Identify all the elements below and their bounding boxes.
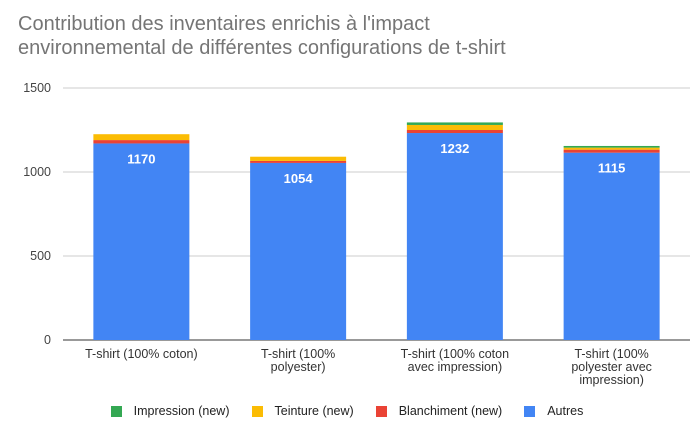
legend-label: Teinture (new)	[274, 404, 354, 418]
y-tick-label: 0	[44, 333, 51, 347]
chart-title-line-2: environnemental de différentes configura…	[18, 37, 506, 59]
legend-swatch	[251, 405, 263, 417]
bar-segment-teinture-new	[563, 147, 660, 150]
x-tick-label: polyester)	[271, 360, 326, 374]
bar-segment-blanchiment-new	[563, 149, 660, 153]
y-tick-label: 1500	[23, 81, 51, 95]
data-label: 1232	[440, 141, 469, 156]
chart-title: Contribution des inventaires enrichis à …	[18, 12, 678, 60]
stacked-bar-chart: 0 500 1000 1500 1170 T-shirt (100% coton) 1054…	[23, 81, 690, 387]
data-label: 1170	[127, 151, 155, 166]
x-tick-label: T-shirt (100% coton)	[85, 347, 198, 361]
bar-segment-teinture-new	[406, 124, 503, 130]
chart-title-line-1: Contribution des inventaires enrichis à …	[18, 13, 430, 35]
bar-segment-autres	[250, 162, 347, 340]
y-tick-label: 1000	[23, 165, 51, 179]
bar-segment-blanchiment-new	[250, 160, 347, 163]
legend-swatch	[375, 405, 387, 417]
legend-label: Impression (new)	[133, 404, 230, 418]
legend-swatch	[110, 405, 122, 417]
bar-segment-blanchiment-new	[93, 140, 190, 144]
x-tick-label: T-shirt (100%	[574, 347, 648, 361]
bar-segment-autres	[406, 133, 503, 340]
bar-segment-autres	[563, 152, 660, 340]
data-label: 1115	[598, 161, 626, 176]
legend-item: Teinture (new)	[251, 404, 354, 418]
x-tick-label: impression)	[579, 373, 644, 387]
y-tick-label: 500	[30, 249, 51, 263]
data-label: 1054	[284, 171, 314, 186]
legend-label: Autres	[547, 404, 584, 418]
legend-swatch	[524, 405, 536, 417]
legend-item: Blanchiment (new)	[375, 404, 503, 418]
x-tick-label: T-shirt (100%	[261, 347, 335, 361]
legend-item: Autres	[524, 404, 583, 418]
bar-segment-blanchiment-new	[406, 130, 503, 134]
legend-label: Blanchiment (new)	[398, 404, 503, 418]
bar-segment-impression-new	[563, 145, 660, 148]
x-tick-label: T-shirt (100% coton	[401, 347, 509, 361]
x-tick-label: avec impression)	[408, 360, 502, 374]
legend-item: Impression (new)	[110, 404, 230, 418]
bar-segment-impression-new	[406, 122, 503, 125]
chart-legend: Impression (new) Teinture (new) Blanchimen…	[0, 402, 694, 420]
bar-segment-teinture-new	[250, 156, 347, 161]
bar-segment-autres	[93, 143, 190, 340]
bar-segment-teinture-new	[93, 134, 190, 141]
x-tick-label: polyester avec	[571, 360, 652, 374]
